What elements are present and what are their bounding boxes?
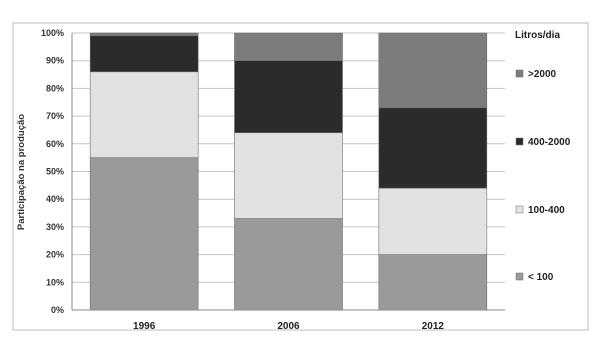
y-tick-label: 20% bbox=[46, 250, 64, 260]
legend-label: 100-400 bbox=[528, 205, 565, 216]
x-category-label: 2006 bbox=[277, 321, 300, 332]
legend-title: Litros/dia bbox=[515, 30, 560, 41]
bar-segment bbox=[89, 32, 199, 37]
legend-label: >2000 bbox=[528, 69, 557, 80]
legend-label: < 100 bbox=[528, 272, 554, 283]
legend-swatch bbox=[515, 205, 524, 214]
legend-swatch bbox=[515, 69, 524, 78]
y-tick-label: 70% bbox=[46, 111, 64, 121]
bar-segment bbox=[378, 32, 488, 109]
bar-segment bbox=[378, 187, 488, 255]
y-tick-label: 90% bbox=[46, 56, 64, 66]
bar-segment bbox=[378, 107, 488, 189]
x-category-label: 2012 bbox=[422, 321, 445, 332]
y-tick-label: 0% bbox=[51, 305, 64, 315]
bar-segment bbox=[89, 157, 199, 311]
y-tick-label: 60% bbox=[46, 139, 64, 149]
bar-segment bbox=[89, 35, 199, 73]
y-tick-label: 40% bbox=[46, 194, 64, 204]
bar-segment bbox=[234, 60, 343, 134]
y-tick-label: 80% bbox=[46, 83, 64, 93]
legend-swatch bbox=[515, 137, 524, 146]
y-tick-label: 30% bbox=[46, 222, 64, 232]
y-tick-label: 10% bbox=[46, 277, 64, 287]
bar-segment bbox=[234, 32, 343, 62]
y-axis-title: Participação na produção bbox=[16, 114, 27, 230]
legend-swatch bbox=[515, 272, 524, 281]
x-category-label: 1996 bbox=[133, 321, 156, 332]
y-tick-label: 50% bbox=[46, 167, 64, 177]
y-tick-label: 100% bbox=[41, 28, 64, 38]
legend-label: 400-2000 bbox=[528, 137, 571, 148]
bar-segment bbox=[89, 71, 199, 158]
axes: 0% 10% 20% 30% 40% 50% 60% 70% 80% 90% 100% 1996 200… bbox=[41, 28, 505, 332]
legend: < 100 100-400 400-2000 >2000 bbox=[515, 69, 571, 283]
bar-segment bbox=[234, 132, 343, 219]
bars bbox=[89, 32, 488, 311]
bar-segment bbox=[234, 218, 343, 311]
bar-segment bbox=[378, 254, 488, 311]
